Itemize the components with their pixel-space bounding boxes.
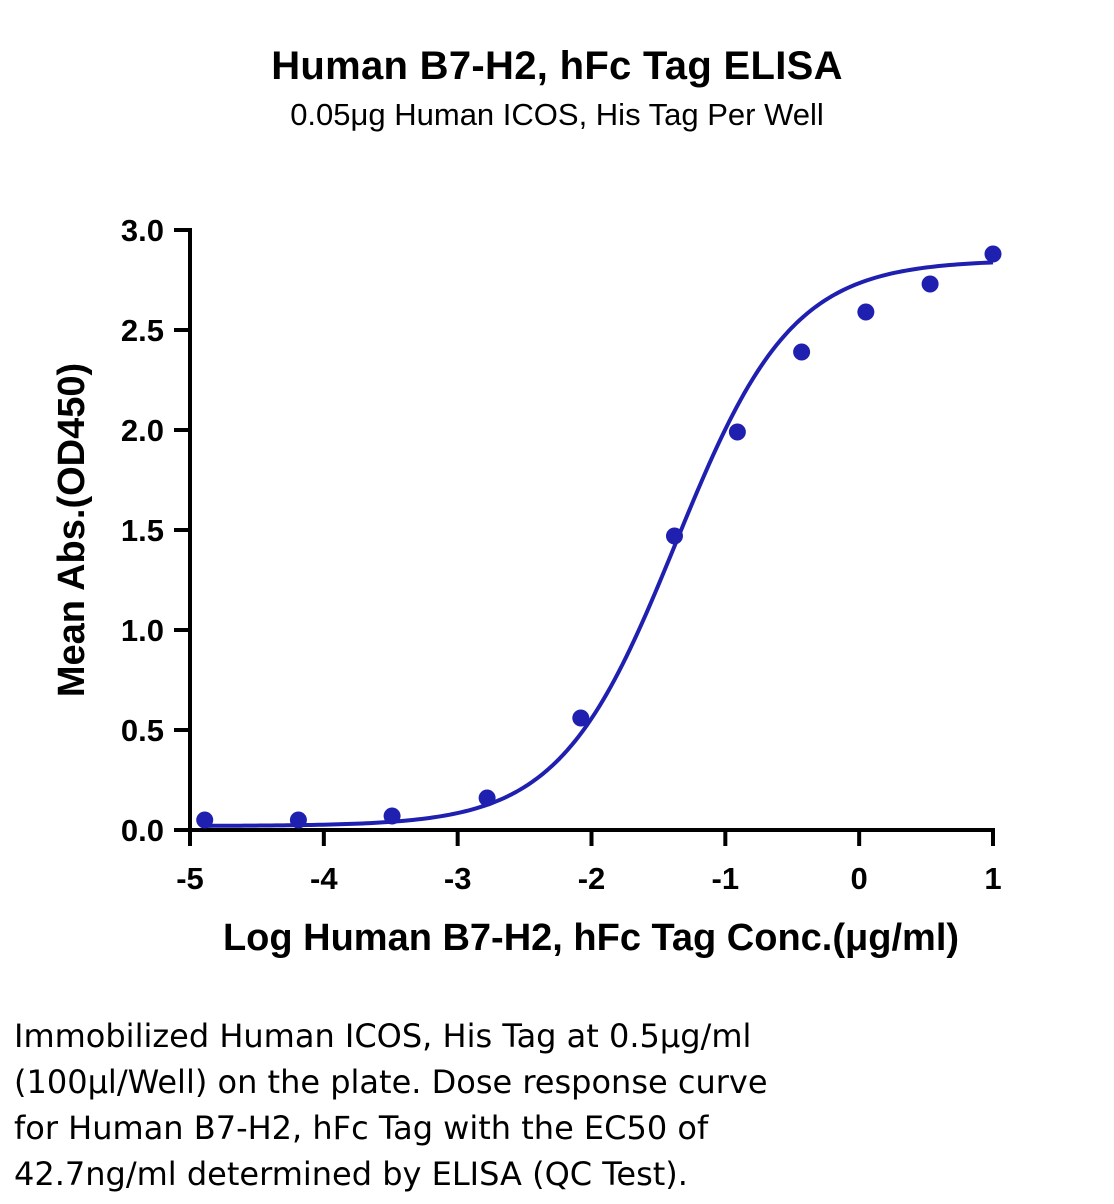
y-tick-label: 2.5 <box>121 313 164 348</box>
data-point <box>857 303 875 321</box>
chart-title: Human B7-H2, hFc Tag ELISA <box>271 44 843 88</box>
x-tick-label: -3 <box>444 861 472 896</box>
y-tick-label: 1.0 <box>121 613 164 648</box>
data-point <box>984 245 1002 263</box>
data-point <box>383 807 401 825</box>
data-point <box>665 527 683 545</box>
x-tick-label: -4 <box>310 861 338 896</box>
x-tick-label: 0 <box>851 861 868 896</box>
y-tick-label: 1.5 <box>121 513 164 548</box>
x-tick-label: -5 <box>176 861 204 896</box>
caption-line: 42.7ng/ml determined by ELISA (QC Test). <box>14 1155 688 1193</box>
fit-curve-layer <box>204 260 994 828</box>
y-tick-label: 3.0 <box>121 213 164 248</box>
data-point <box>728 423 746 441</box>
y-axis-label: Mean Abs.(OD450) <box>51 363 93 697</box>
data-point <box>921 275 939 293</box>
data-point <box>478 789 496 807</box>
data-points-layer <box>196 245 1002 829</box>
y-tick-label: 0.5 <box>121 713 164 748</box>
caption: Immobilized Human ICOS, His Tag at 0.5μg… <box>14 1013 1094 1197</box>
caption-line: for Human B7-H2, hFc Tag with the EC50 o… <box>14 1109 709 1147</box>
axes: 0.0 0.5 1.0 1.5 2.0 2.5 3.0 -5 -4 -3 -2 -1 0 1 <box>121 213 1002 896</box>
x-tick-label: -2 <box>578 861 606 896</box>
caption-line: (100μl/Well) on the plate. Dose response… <box>14 1063 768 1101</box>
data-point <box>289 811 307 829</box>
chart-subtitle: 0.05μg Human ICOS, His Tag Per Well <box>290 97 824 132</box>
data-point <box>196 811 214 829</box>
x-tick-label: 1 <box>984 861 1001 896</box>
y-tick-label: 2.0 <box>121 413 164 448</box>
caption-line: Immobilized Human ICOS, His Tag at 0.5μg… <box>14 1017 752 1055</box>
data-point <box>793 343 811 361</box>
x-tick-label: -1 <box>712 861 740 896</box>
chart-plot: 0.0 0.5 1.0 1.5 2.0 2.5 3.0 -5 -4 -3 -2 -1 0 1 Log Hu… <box>51 213 1002 959</box>
fit-curve <box>204 260 994 828</box>
y-tick-label: 0.0 <box>121 813 164 848</box>
data-point <box>572 709 590 727</box>
x-axis-label: Log Human B7-H2, hFc Tag Conc.(μg/ml) <box>223 917 959 959</box>
